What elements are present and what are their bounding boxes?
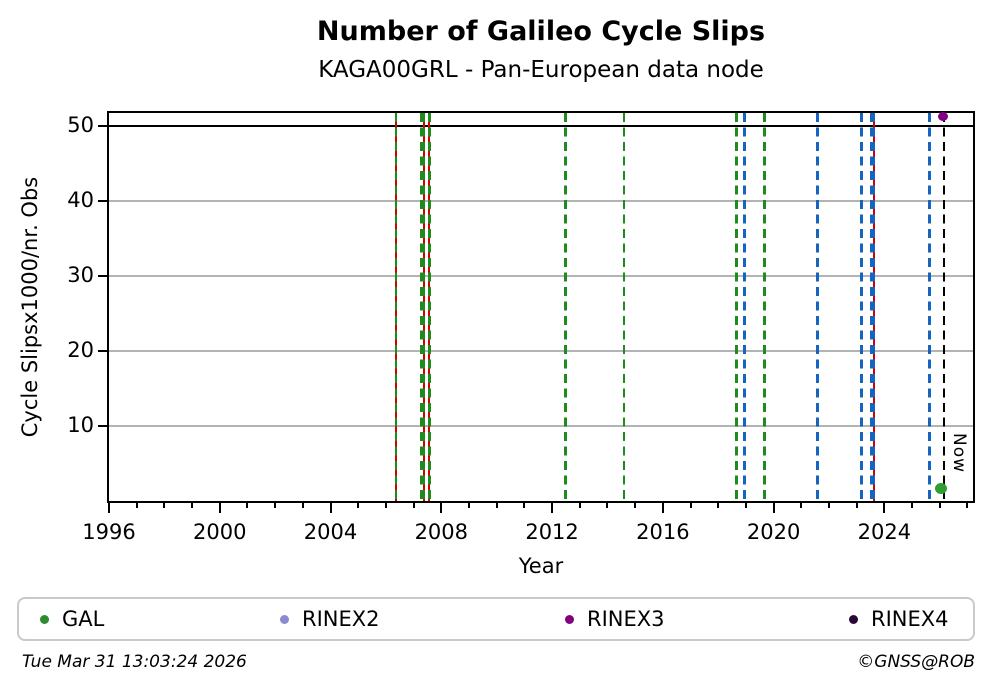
y-major-tick [98,274,107,277]
x-minor-tick [274,503,277,508]
x-major-tick [218,503,221,513]
x-minor-tick [606,503,609,508]
rinex4-marker-icon [849,614,858,624]
x-minor-tick [966,503,969,508]
x-axis-label: Year [518,554,564,578]
x-minor-tick [246,503,249,508]
x-tick-label: 2020 [746,520,801,544]
rinex2-marker-icon [280,614,289,624]
chart-title: Number of Galileo Cycle Slips [316,16,766,47]
x-major-tick [883,503,886,513]
event-line [869,113,875,501]
x-minor-tick [689,503,692,508]
x-tick-label: 1996 [82,520,136,544]
x-tick-label: 2008 [414,520,469,544]
event-line [860,113,863,501]
x-minor-tick [717,503,720,508]
x-minor-tick [911,503,914,508]
y-tick-label: 20 [67,337,94,362]
x-minor-tick [578,503,581,508]
x-minor-tick [828,503,830,508]
grid-line [109,274,973,277]
legend-item-rinex4: RINEX4 [849,599,949,639]
y-major-tick [98,124,107,127]
x-tick-label: 2024 [857,520,912,544]
x-minor-tick [357,503,360,508]
x-tick-label: 2000 [193,520,247,544]
plot-area: Now [107,111,975,503]
x-minor-tick [495,503,498,508]
y-major-tick [98,349,107,352]
x-minor-tick [800,503,803,508]
x-major-tick [772,503,775,513]
event-line [816,113,819,501]
x-tick-label: 2004 [303,520,358,544]
grid-line [109,199,973,202]
x-minor-tick [301,503,304,508]
x-minor-tick [191,503,194,508]
y-tick-label: 30 [67,262,94,287]
legend-item-rinex3: RINEX3 [565,599,665,639]
chart-subtitle: KAGA00GRL - Pan-European data node [318,57,764,83]
x-minor-tick [163,503,166,508]
legend-label: GAL [62,607,105,631]
now-line [942,113,946,501]
now-label: Now [949,433,970,474]
y-major-tick [98,199,107,202]
x-major-tick [329,503,332,513]
x-tick-label: 2016 [636,520,690,544]
x-minor-tick [855,503,858,508]
x-minor-tick [938,503,941,508]
x-minor-tick [135,503,138,508]
x-minor-tick [634,503,637,508]
x-minor-tick [468,503,470,508]
legend-label: RINEX3 [587,607,665,631]
x-minor-tick [412,503,415,508]
y-tick-label: 40 [67,187,94,212]
timestamp: Tue Mar 31 13:03:24 2026 [22,652,247,672]
gal-marker-icon [40,614,49,624]
x-tick-label: 2012 [525,520,579,544]
event-line [564,113,567,501]
x-minor-tick [744,503,747,508]
plot-inner: Now [109,111,973,501]
x-major-tick [661,503,664,513]
y-major-tick [98,424,107,427]
grid-line [109,349,973,352]
x-major-tick [440,503,443,513]
data-point-gal [935,482,948,494]
grid-line [109,424,973,427]
credit: ©GNSS@ROB [857,652,975,672]
x-major-tick [551,503,554,513]
y-axis-label: Cycle Slipsx1000/nr. Obs [18,176,42,438]
data-point-rinex3 [937,111,948,121]
event-line [928,113,931,501]
event-line [420,113,426,501]
event-line [394,113,398,501]
event-line [622,113,626,501]
threshold-line [109,124,973,127]
legend-item-rinex2: RINEX2 [280,599,380,639]
y-tick-label: 10 [67,412,94,437]
x-minor-tick [523,503,526,508]
x-major-tick [108,503,110,513]
legend-item-gal: GAL [40,599,104,639]
event-line [743,113,746,501]
event-line [735,113,738,501]
legend: GAL RINEX2 RINEX3 RINEX4 [17,597,975,641]
y-tick-label: 50 [67,112,94,137]
legend-label: RINEX4 [871,607,949,631]
event-line [763,113,766,501]
x-minor-tick [384,503,387,508]
event-line [428,113,431,501]
rinex3-marker-icon [565,614,574,624]
legend-label: RINEX2 [302,607,380,631]
